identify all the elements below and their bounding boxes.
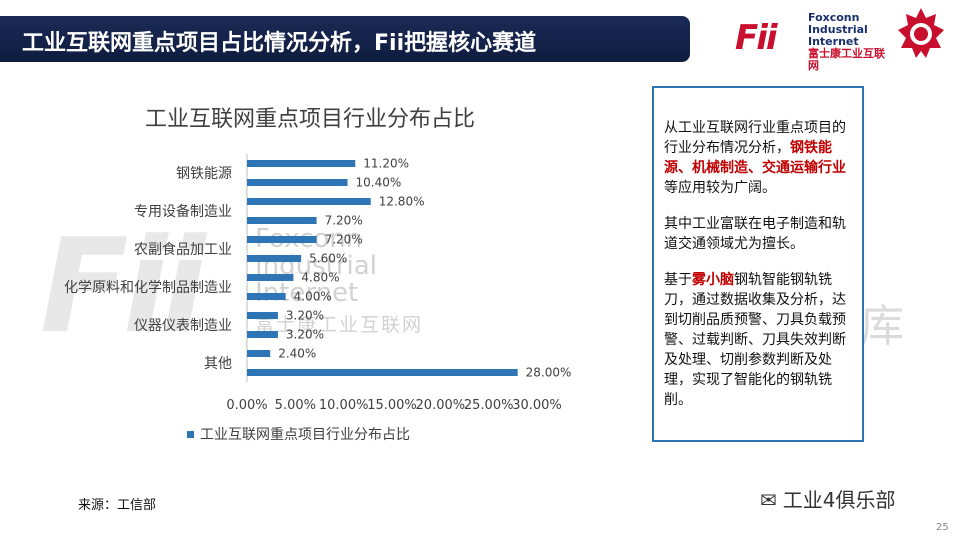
y-tick-label-1: 专用设备制造业 [134, 203, 232, 220]
page-title: 工业互联网重点项目占比情况分析，Fii把握核心赛道 [22, 31, 537, 56]
y-tick-label-5: 其他 [204, 356, 232, 372]
analysis-paragraph-3: 基于雾小脑钢轨智能钢轨铣刀，通过数据收集及分析，达到切削品质预警、刀具负载预警、… [664, 272, 846, 408]
data-label-3: 7.20% [325, 214, 363, 228]
chart-title: 工业互联网重点项目行业分布占比 [145, 107, 475, 132]
data-label-11: 28.00% [526, 366, 572, 380]
data-label-10: 2.40% [278, 347, 316, 361]
bar-2 [247, 198, 371, 205]
analysis-textbox: 从工业互联网行业重点项目的行业分布情况分析，钢铁能源、机械制造、交通运输行业等应… [652, 86, 864, 442]
x-tick-label-3: 15.00% [367, 398, 417, 413]
fii-logo-mark: Fii [735, 18, 778, 58]
data-label-6: 4.80% [301, 271, 339, 285]
y-tick-label-0: 钢铁能源 [176, 166, 232, 182]
x-tick-label-6: 30.00% [512, 398, 562, 413]
data-label-8: 3.20% [286, 309, 324, 323]
legend-swatch [187, 431, 194, 438]
bar-0 [247, 160, 356, 167]
bar-7 [247, 293, 286, 300]
data-label-5: 5.60% [309, 252, 347, 266]
source-note: 来源：工信部 [78, 498, 157, 513]
fii-logo: Fii Foxconn Industrial Internet 富士康工业互联网 [735, 10, 895, 72]
wechat-account: ✉ 工业4俱乐部 [760, 488, 896, 512]
y-tick-label-3: 化学原料和化学制品制造业 [64, 280, 232, 296]
bar-3 [247, 217, 317, 224]
x-tick-label-1: 5.00% [275, 398, 316, 413]
x-tick-label-5: 25.00% [464, 398, 514, 413]
watermark-ku: 库 [860, 301, 904, 352]
bar-8 [247, 312, 278, 319]
bar-5 [247, 255, 302, 262]
x-tick-label-2: 10.00% [319, 398, 369, 413]
watermark-logo: Fii [40, 210, 206, 362]
title-bar: 工业互联网重点项目占比情况分析，Fii把握核心赛道 [0, 16, 690, 62]
x-tick-label-0: 0.00% [226, 398, 267, 413]
x-tick-label-4: 20.00% [416, 398, 466, 413]
data-label-1: 10.40% [356, 176, 402, 190]
legend-label: 工业互联网重点项目行业分布占比 [200, 427, 410, 443]
data-label-7: 4.00% [294, 290, 332, 304]
bar-4 [247, 236, 317, 243]
analysis-paragraph-2: 其中工业富联在电子制造和轨道交通领域尤为擅长。 [664, 216, 846, 252]
wechat-icon: ✉ [760, 488, 777, 512]
data-label-2: 12.80% [379, 195, 425, 209]
chart-svg: 工业互联网重点项目行业分布占比 11.20% 10.40% 12.80% 7.20% 7.… [64, 107, 572, 443]
data-label-4: 7.20% [325, 233, 363, 247]
bar-11 [247, 369, 518, 376]
y-tick-label-2: 农副食品加工业 [134, 241, 232, 258]
fii-logo-text: Foxconn Industrial Internet 富士康工业互联网 [808, 11, 885, 72]
y-tick-label-4: 仪器仪表制造业 [134, 318, 232, 334]
bar-10 [247, 350, 271, 357]
page-number: 25 [936, 522, 949, 533]
watermark-cn: 富士康工业互联网 [255, 314, 424, 336]
bar-chart: 工业互联网重点项目行业分布占比 11.20% 10.40% 12.80% 7.20% 7.… [0, 96, 640, 476]
bar-9 [247, 331, 278, 338]
data-label-0: 11.20% [363, 157, 409, 171]
emblem-icon [898, 8, 944, 58]
analysis-paragraph-1: 从工业互联网行业重点项目的行业分布情况分析，钢铁能源、机械制造、交通运输行业等应… [664, 120, 846, 196]
bar-6 [247, 274, 294, 281]
data-label-9: 3.20% [286, 328, 324, 342]
bar-1 [247, 179, 348, 186]
